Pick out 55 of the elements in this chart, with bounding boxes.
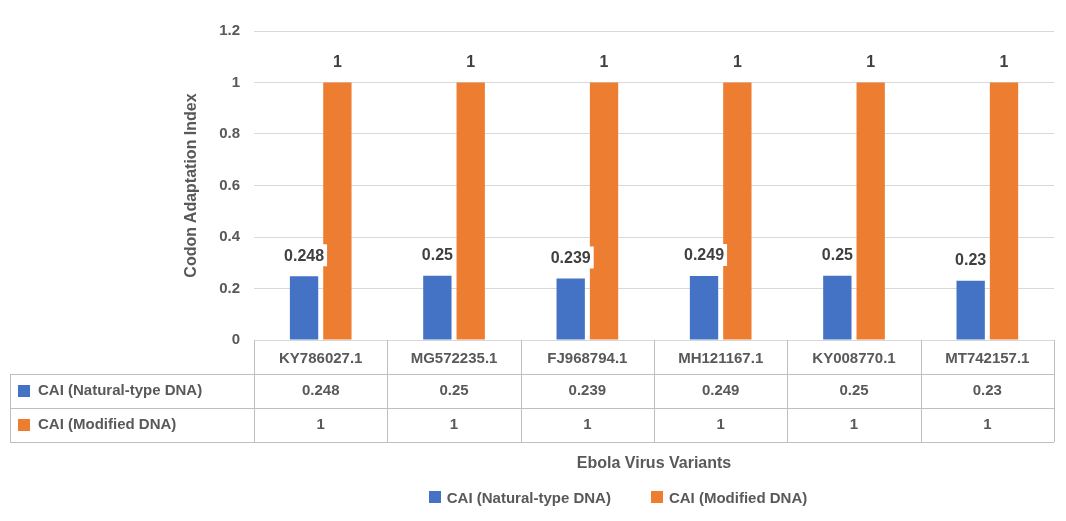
text: CAI (Natural-type DNA)	[446, 488, 611, 506]
annotation: 0.239	[550, 248, 591, 266]
bar	[589, 82, 619, 340]
data-label: 0.239	[568, 381, 607, 399]
y-axis-title: Codon Adaptation Index	[182, 93, 200, 278]
annotation: 0.23	[955, 251, 987, 269]
bar	[556, 278, 585, 340]
annotation: 0.25	[421, 246, 454, 264]
annotation: 1	[599, 52, 609, 70]
bar	[289, 276, 319, 340]
data-label: 0.25	[439, 381, 469, 399]
x-tick-label: FJ968794.1	[547, 349, 628, 367]
annotation: 0.248	[284, 246, 325, 264]
y-tick-label: 0.6	[219, 175, 241, 193]
bar	[823, 275, 852, 340]
annotation: 0.25	[821, 246, 854, 264]
data-label: 1	[316, 415, 325, 433]
x-tick-label: KY786027.1	[279, 349, 363, 367]
annotation: 1	[332, 52, 342, 70]
data-label: 1	[583, 415, 592, 433]
data-label: 0.249	[701, 381, 740, 399]
data-label: 0.25	[839, 381, 869, 399]
bar	[689, 275, 719, 340]
legend-label: CAI (Modified DNA)	[668, 488, 808, 506]
text: CAI (Modified DNA)	[38, 415, 177, 433]
y-tick-label: 0.8	[219, 124, 241, 142]
text: Ebola Virus Variants	[576, 454, 732, 472]
x-tick-label: MT742157.1	[945, 349, 1030, 367]
data-label: 1	[716, 415, 725, 433]
y-tick-label: 0	[231, 330, 241, 348]
y-tick-label: 1.2	[219, 21, 241, 39]
annotation: 1	[866, 52, 876, 70]
annotation: 1	[999, 52, 1009, 70]
annotation: 0.249	[684, 246, 725, 264]
data-label: 1	[849, 415, 859, 433]
data-label: 0.23	[972, 381, 1002, 399]
data-label: 1	[983, 415, 992, 433]
bar	[856, 82, 885, 340]
bar	[989, 82, 1019, 340]
x-tick-label: KY008770.1	[812, 349, 896, 367]
data-label: 0.248	[301, 381, 340, 399]
bar	[456, 82, 485, 340]
bar	[323, 82, 352, 340]
y-tick-label: 0.2	[219, 278, 241, 296]
y-tick-label: 0.4	[219, 227, 241, 245]
x-tick-label: MG572235.1	[410, 349, 498, 367]
bar	[956, 280, 985, 340]
bar	[723, 82, 752, 340]
y-tick-label: 1	[231, 72, 241, 90]
legend-label: CAI (Natural-type DNA)	[38, 381, 203, 399]
annotation: 1	[466, 52, 476, 70]
data-label: 1	[449, 415, 459, 433]
annotation: 1	[732, 52, 742, 70]
x-tick-label: MH121167.1	[678, 349, 764, 367]
bar	[423, 275, 452, 340]
